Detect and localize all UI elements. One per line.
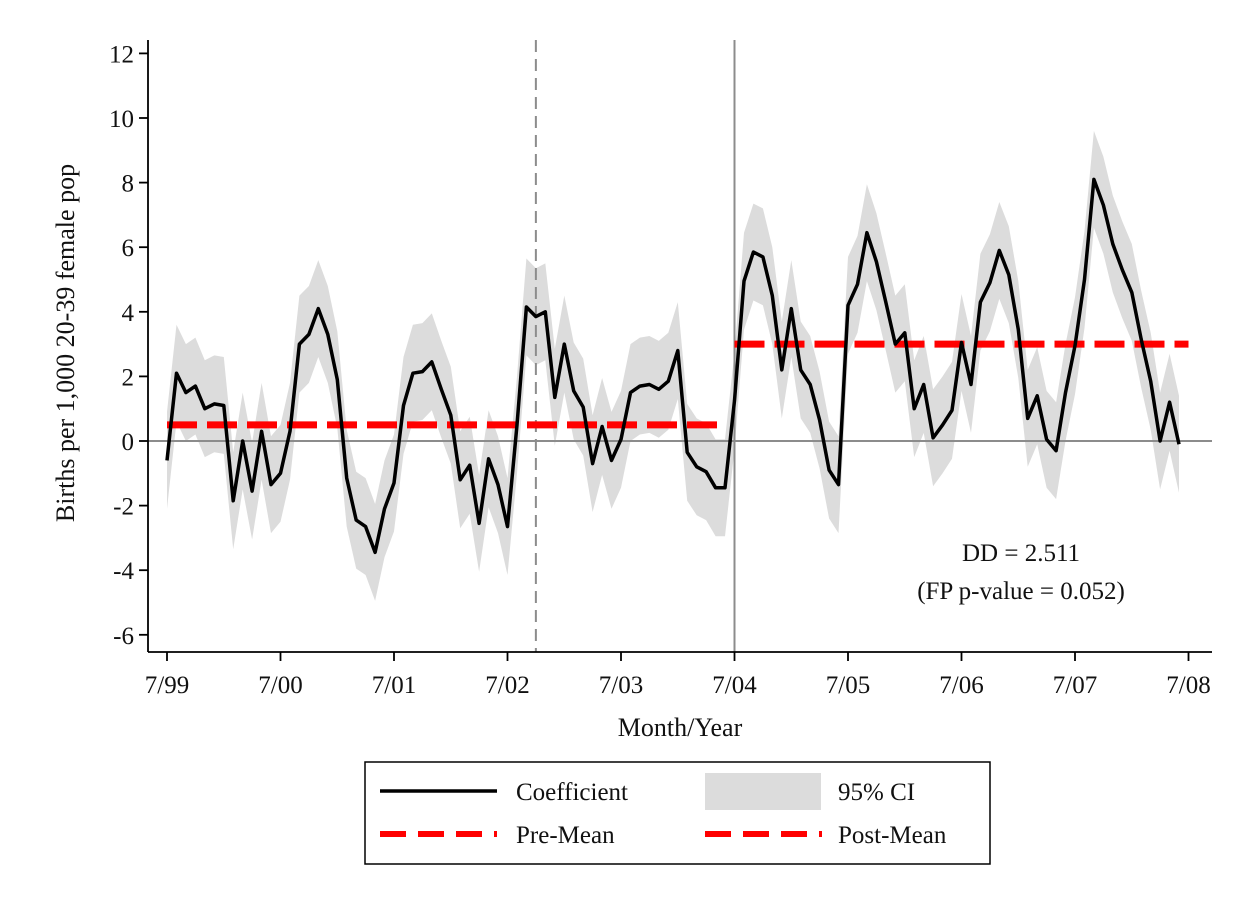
legend-ci-swatch (705, 773, 821, 810)
y-tick-label: 4 (122, 300, 135, 327)
y-tick-label: 2 (122, 364, 135, 391)
legend-box (364, 761, 991, 865)
axes: -6 -4 -2 0 2 4 6 8 10 12 7/99 7/00 7/01 7/02 7/03 7/04 7… (109, 40, 1212, 699)
x-tick-label: 7/03 (599, 672, 643, 699)
legend-ci-label: 95% CI (838, 779, 915, 806)
coefficient-line (165, 177, 1181, 555)
y-tick-label: -2 (113, 494, 134, 521)
x-tick-label: 7/99 (145, 672, 189, 699)
x-axis-title: Month/Year (618, 713, 743, 742)
legend-coefficient-label: Coefficient (516, 779, 628, 806)
x-tick-label: 7/00 (258, 672, 302, 699)
legend-post-mean-label: Post-Mean (838, 822, 947, 849)
y-tick-label: 6 (122, 235, 135, 262)
x-tick-label: 7/07 (1053, 672, 1097, 699)
y-tick-label: 0 (122, 429, 135, 456)
legend-pre-mean-label: Pre-Mean (516, 822, 615, 849)
y-tick-label: -4 (113, 558, 134, 585)
x-tick-label: 7/08 (1166, 672, 1210, 699)
coefficient-series (165, 177, 1181, 555)
y-tick-label: 12 (109, 41, 134, 68)
x-tick-label: 7/02 (485, 672, 529, 699)
y-tick-label: 10 (109, 106, 134, 133)
legend: Coefficient 95% CI Pre-Mean Post-Mean (364, 761, 991, 865)
y-tick-label: -6 (113, 623, 134, 650)
x-tick-label: 7/05 (826, 672, 870, 699)
x-tick-label: 7/04 (712, 672, 757, 699)
x-tick-label: 7/01 (372, 672, 416, 699)
dd-annotation: DD = 2.511 (962, 540, 1080, 567)
p-value-annotation: (FP p-value = 0.052) (917, 578, 1125, 605)
y-axis-title: Births per 1,000 20-39 female pop (51, 164, 80, 522)
x-tick-label: 7/06 (939, 672, 983, 699)
y-tick-label: 8 (122, 171, 135, 198)
